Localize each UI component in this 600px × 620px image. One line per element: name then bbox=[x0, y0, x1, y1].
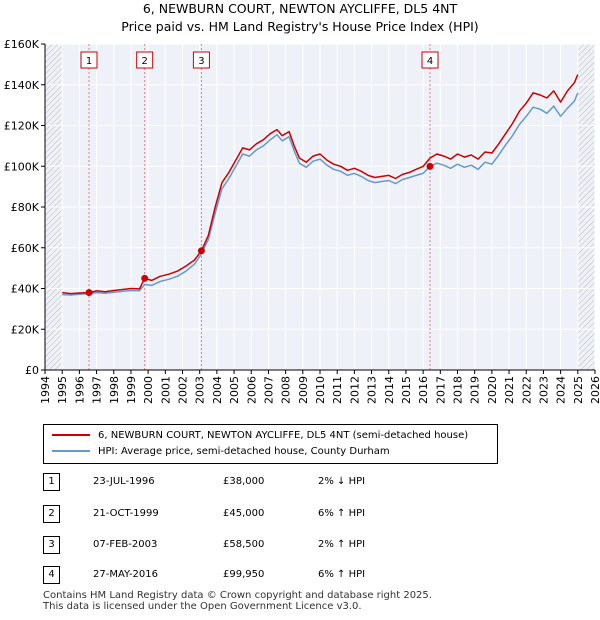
property-price-line bbox=[62, 74, 579, 295]
x-tick-label: 2002 bbox=[177, 376, 190, 404]
legend-swatch-property bbox=[52, 434, 90, 436]
x-tick-label: 2020 bbox=[486, 376, 499, 404]
hpi-line bbox=[62, 92, 579, 296]
x-tick-label: 2011 bbox=[331, 376, 344, 404]
sale-label-number: 2 bbox=[142, 56, 148, 67]
legend-item-hpi: HPI: Average price, semi-detached house,… bbox=[52, 444, 390, 460]
sale-price: £58,500 bbox=[223, 539, 265, 550]
legend-item-property: 6, NEWBURN COURT, NEWTON AYCLIFFE, DL5 4… bbox=[52, 428, 468, 444]
x-tick-label: 2015 bbox=[400, 376, 413, 404]
sale-price: £45,000 bbox=[223, 508, 265, 519]
x-tick-label: 1999 bbox=[125, 376, 138, 404]
sale-price: £99,950 bbox=[223, 569, 265, 580]
sale-point bbox=[85, 289, 93, 297]
x-tick-label: 2016 bbox=[417, 376, 430, 404]
x-tick-label: 2000 bbox=[142, 376, 155, 404]
x-tick-label: 2001 bbox=[159, 376, 172, 404]
sales-row: 1 23-JUL-1996 £38,000 2% ↓ HPI bbox=[43, 472, 463, 492]
sale-label-box bbox=[136, 51, 154, 69]
x-tick-label: 2022 bbox=[520, 376, 533, 404]
sale-date: 07-FEB-2003 bbox=[93, 539, 158, 550]
sale-hpi-diff: 2% ↓ HPI bbox=[318, 476, 366, 487]
sale-number-badge: 3 bbox=[43, 536, 60, 554]
sale-date: 27-MAY-2016 bbox=[93, 569, 159, 580]
x-tick-label: 2025 bbox=[572, 376, 585, 404]
footer-line-2: This data is licensed under the Open Gov… bbox=[43, 601, 362, 612]
sales-row: 3 07-FEB-2003 £58,500 2% ↑ HPI bbox=[43, 535, 463, 555]
x-tick-label: 2005 bbox=[228, 376, 241, 404]
x-tick-label: 2008 bbox=[280, 376, 293, 404]
sale-hpi-diff: 2% ↑ HPI bbox=[318, 539, 366, 550]
sale-number-badge: 4 bbox=[43, 566, 60, 584]
y-tick-label: £0 bbox=[25, 364, 39, 377]
x-tick-label: 1994 bbox=[39, 376, 52, 404]
y-tick-label: £120K bbox=[4, 120, 40, 133]
sale-number-badge: 2 bbox=[43, 505, 60, 523]
x-tick-label: 1995 bbox=[56, 376, 69, 404]
sale-point bbox=[426, 162, 434, 170]
sale-date: 23-JUL-1996 bbox=[93, 476, 155, 487]
x-tick-label: 2009 bbox=[297, 376, 310, 404]
legend-swatch-hpi bbox=[52, 450, 90, 452]
y-tick-label: £40K bbox=[11, 283, 40, 296]
y-tick-label: £160K bbox=[4, 38, 40, 51]
sale-label-number: 3 bbox=[198, 56, 204, 67]
sale-label-box bbox=[192, 51, 210, 69]
sale-label-box bbox=[421, 51, 439, 69]
chart-legend: 6, NEWBURN COURT, NEWTON AYCLIFFE, DL5 4… bbox=[43, 424, 498, 464]
x-tick-label: 2024 bbox=[555, 376, 568, 404]
sale-label-box bbox=[80, 51, 98, 69]
chart-subtitle: Price paid vs. HM Land Registry's House … bbox=[121, 19, 479, 34]
chart-title: 6, NEWBURN COURT, NEWTON AYCLIFFE, DL5 4… bbox=[142, 1, 458, 16]
y-tick-label: £20K bbox=[11, 323, 40, 336]
attribution-footer: Contains HM Land Registry data © Crown c… bbox=[43, 590, 432, 612]
x-tick-label: 2012 bbox=[348, 376, 361, 404]
chart-title-block: 6, NEWBURN COURT, NEWTON AYCLIFFE, DL5 4… bbox=[0, 0, 600, 36]
x-tick-label: 2007 bbox=[262, 376, 275, 404]
footer-line-1: Contains HM Land Registry data © Crown c… bbox=[43, 590, 432, 601]
sale-label-number: 1 bbox=[86, 56, 92, 67]
sale-label-number: 4 bbox=[427, 56, 433, 67]
x-tick-label: 2026 bbox=[589, 376, 600, 404]
legend-label-hpi: HPI: Average price, semi-detached house,… bbox=[98, 446, 390, 457]
x-tick-label: 2004 bbox=[211, 376, 224, 404]
sales-row: 4 27-MAY-2016 £99,950 6% ↑ HPI bbox=[43, 565, 463, 585]
y-tick-label: £60K bbox=[11, 242, 40, 255]
sale-point bbox=[197, 247, 205, 255]
sale-point bbox=[141, 274, 149, 282]
x-tick-label: 2010 bbox=[314, 376, 327, 404]
sale-hpi-diff: 6% ↑ HPI bbox=[318, 508, 366, 519]
x-tick-label: 2006 bbox=[245, 376, 258, 404]
x-tick-label: 2019 bbox=[469, 376, 482, 404]
x-tick-label: 2018 bbox=[452, 376, 465, 404]
x-tick-label: 1996 bbox=[73, 376, 86, 404]
x-tick-label: 2021 bbox=[503, 376, 516, 404]
x-tick-label: 1998 bbox=[108, 376, 121, 404]
legend-label-property: 6, NEWBURN COURT, NEWTON AYCLIFFE, DL5 4… bbox=[98, 430, 469, 441]
sale-number-badge: 1 bbox=[43, 473, 60, 491]
x-tick-label: 2017 bbox=[434, 376, 447, 404]
x-tick-label: 2003 bbox=[194, 376, 207, 404]
price-chart: 1 2 3 4 1994 1995 1996 1997 1998 1999 2000 2001 200… bbox=[4, 38, 600, 404]
sale-price: £38,000 bbox=[223, 476, 265, 487]
x-tick-label: 2023 bbox=[537, 376, 550, 404]
sale-hpi-diff: 6% ↑ HPI bbox=[318, 569, 366, 580]
x-tick-label: 2013 bbox=[366, 376, 379, 404]
sales-row: 2 21-OCT-1999 £45,000 6% ↑ HPI bbox=[43, 504, 463, 524]
y-tick-label: £80K bbox=[11, 201, 40, 214]
x-tick-label: 2014 bbox=[383, 376, 396, 404]
y-tick-label: £140K bbox=[4, 79, 40, 92]
y-tick-label: £100K bbox=[4, 160, 40, 173]
x-tick-label: 1997 bbox=[91, 376, 104, 404]
sale-date: 21-OCT-1999 bbox=[93, 508, 159, 519]
